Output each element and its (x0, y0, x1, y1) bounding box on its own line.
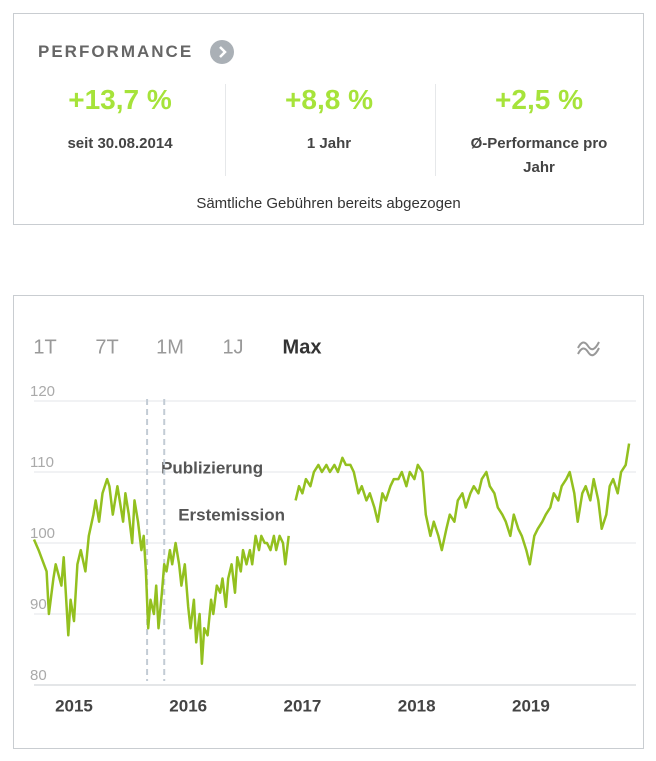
range-tab[interactable]: Max (283, 336, 322, 358)
x-tick-label: 2015 (55, 696, 93, 715)
chart-card: 1T 7T 1M 1J Max 80 90 100 110 120 2015 2016 2017 2018… (13, 295, 644, 749)
range-tab[interactable]: 1M (156, 336, 184, 358)
stat-label: Ø-Performance pro Jahr (470, 135, 608, 176)
chart: 1T 7T 1M 1J Max 80 90 100 110 120 2015 2016 2017 2018… (30, 336, 636, 715)
y-tick-label: 90 (30, 596, 47, 613)
separator (225, 84, 226, 176)
y-tick-label: 120 (30, 383, 55, 400)
stat-value: +13,7 % (68, 84, 172, 115)
x-tick-label: 2019 (512, 696, 550, 715)
chart-type-icon[interactable] (577, 341, 600, 357)
performance-card: PERFORMANCE +13,7 % seit 30.08.2014 +8,8 … (13, 13, 644, 225)
range-tab[interactable]: 1T (33, 336, 56, 358)
details-button[interactable] (210, 40, 234, 64)
stat-label: seit 30.08.2014 (67, 135, 173, 152)
stat-value: +2,5 % (495, 84, 583, 115)
x-tick-label: 2016 (169, 696, 207, 715)
y-tick-label: 80 (30, 667, 47, 684)
separator (435, 84, 436, 176)
range-tab[interactable]: 1J (222, 336, 243, 358)
stat: +8,8 % 1 Jahr (224, 84, 434, 156)
event-label: Erstemission (178, 505, 285, 524)
fee-note: Sämtliche Gebühren bereits abgezogen (196, 195, 461, 212)
stat: +2,5 % Ø-Performance pro Jahr (434, 84, 644, 180)
y-tick-label: 110 (30, 454, 54, 471)
y-tick-label: 100 (30, 525, 55, 542)
x-tick-label: 2017 (284, 696, 322, 715)
stat-value: +8,8 % (285, 84, 373, 115)
event-label: Publizierung (161, 458, 263, 477)
stat: +13,7 % seit 30.08.2014 (15, 84, 225, 156)
range-tab[interactable]: 7T (95, 336, 118, 358)
x-tick-label: 2018 (398, 696, 436, 715)
price-line (32, 443, 631, 665)
performance-title: PERFORMANCE (38, 42, 194, 61)
stat-label: 1 Jahr (306, 135, 352, 152)
